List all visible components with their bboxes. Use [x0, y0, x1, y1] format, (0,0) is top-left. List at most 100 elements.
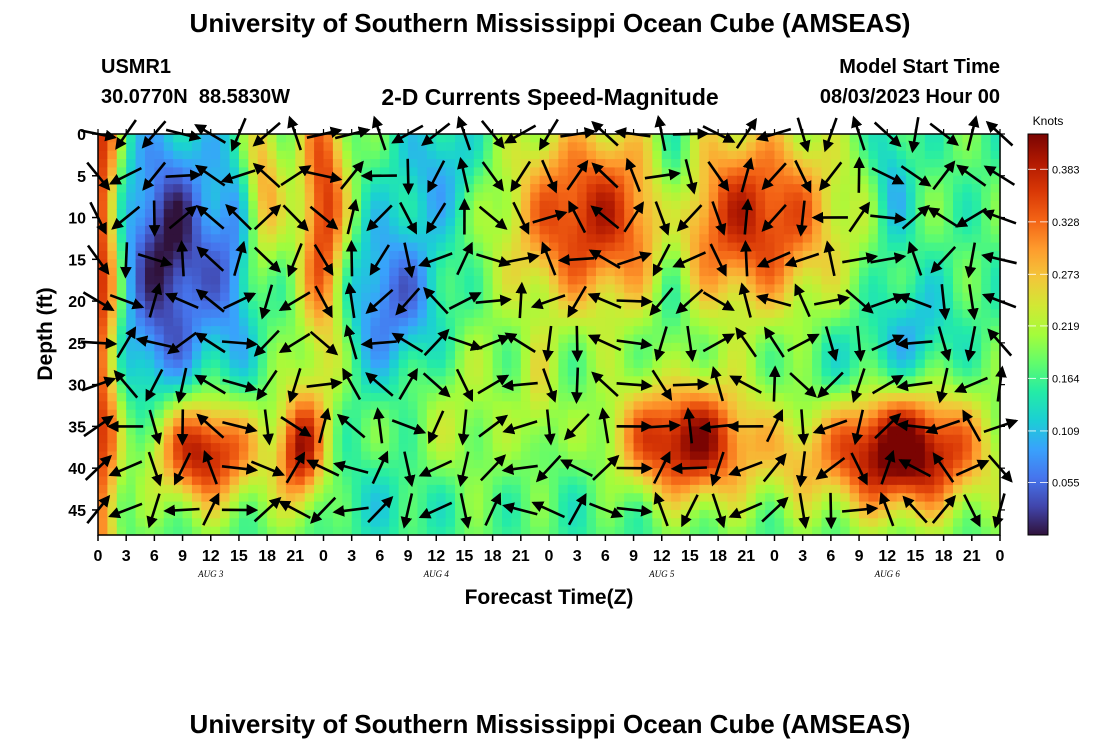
heatmap-cell — [361, 217, 372, 227]
heatmap-cell — [586, 501, 597, 511]
heatmap-cell — [642, 175, 653, 185]
heatmap-cell — [520, 359, 531, 369]
heatmap-cell — [520, 142, 531, 152]
heatmap-cell — [389, 342, 400, 352]
heatmap-cell — [614, 317, 625, 327]
current-vector — [566, 159, 589, 191]
heatmap-cell — [351, 234, 362, 244]
heatmap-cell — [906, 367, 917, 377]
heatmap-cell — [746, 326, 757, 336]
current-vector — [824, 326, 839, 362]
heatmap-cell — [586, 134, 597, 143]
heatmap-cell — [126, 459, 137, 469]
y-tick-label: 40 — [68, 461, 86, 478]
heatmap-cell — [990, 376, 1001, 386]
heatmap-cell — [633, 225, 644, 235]
heatmap-cell — [755, 267, 766, 277]
heatmap-cell — [595, 184, 606, 194]
heatmap-cell — [295, 209, 306, 219]
current-vector — [761, 204, 787, 232]
heatmap-cell — [539, 509, 550, 519]
heatmap-cell — [473, 242, 484, 252]
current-vector — [221, 337, 259, 350]
heatmap-cell — [971, 200, 982, 210]
heatmap-cell — [830, 134, 841, 143]
heatmap-cell — [530, 259, 541, 269]
heatmap-cell — [220, 242, 231, 252]
heatmap-cell — [962, 225, 973, 235]
heatmap-cell — [746, 267, 757, 277]
heatmap-cell — [558, 401, 569, 411]
heatmap-cell — [671, 409, 682, 419]
heatmap-cell — [595, 342, 606, 352]
heatmap-cell — [182, 367, 193, 377]
heatmap-cell — [126, 451, 137, 461]
heatmap-cell — [163, 334, 174, 344]
current-vector — [278, 332, 311, 354]
heatmap-cell — [614, 159, 625, 169]
heatmap-cell — [567, 443, 578, 453]
heatmap-cell — [445, 317, 456, 327]
current-vector — [954, 376, 989, 393]
heatmap-cell — [774, 142, 785, 152]
heatmap-cell — [614, 134, 625, 143]
heatmap-cell — [370, 192, 381, 202]
current-vector — [475, 294, 512, 307]
heatmap-cell — [398, 259, 409, 269]
heatmap-cell — [520, 484, 531, 494]
heatmap-cell — [614, 501, 625, 511]
heatmap-cell — [746, 292, 757, 302]
heatmap-cell — [746, 134, 757, 143]
heatmap-cell — [107, 359, 118, 369]
current-vector — [194, 164, 226, 187]
heatmap-cell — [379, 259, 390, 269]
heatmap-cell — [520, 426, 531, 436]
heatmap-cell — [652, 367, 663, 377]
heatmap-cell — [229, 167, 240, 177]
heatmap-cell — [840, 267, 851, 277]
heatmap-cell — [624, 443, 635, 453]
heatmap-cell — [154, 134, 165, 143]
heatmap-cell — [812, 150, 823, 160]
heatmap-cell — [370, 434, 381, 444]
heatmap-cell — [107, 309, 118, 319]
heatmap-cell — [549, 259, 559, 269]
heatmap-cell — [558, 284, 569, 294]
heatmap-cell — [163, 209, 174, 219]
heatmap-cell — [671, 501, 682, 511]
heatmap-cell — [887, 509, 898, 519]
heatmap-cell — [981, 334, 992, 344]
heatmap-cell — [830, 200, 841, 210]
heatmap-cell — [116, 401, 127, 411]
heatmap-cell — [953, 267, 964, 277]
heatmap-cell — [821, 301, 832, 311]
heatmap-cell — [220, 392, 231, 402]
heatmap-cell — [962, 376, 973, 386]
heatmap-cell — [708, 309, 719, 319]
heatmap-cell — [821, 359, 832, 369]
heatmap-cell — [840, 384, 851, 394]
heatmap-cell — [906, 392, 917, 402]
heatmap-cell — [248, 484, 259, 494]
current-vector — [740, 157, 754, 193]
heatmap-cell — [549, 159, 559, 169]
heatmap-cell — [840, 409, 851, 419]
heatmap-cell — [971, 142, 982, 152]
current-vector — [616, 251, 652, 266]
heatmap-cell — [718, 376, 729, 386]
heatmap-cell — [220, 484, 231, 494]
heatmap-cell — [332, 225, 343, 235]
heatmap-cell — [154, 267, 165, 277]
heatmap-cell — [163, 351, 174, 361]
heatmap-cell — [257, 409, 268, 419]
heatmap-cell — [906, 418, 917, 427]
current-vector — [262, 409, 274, 446]
heatmap-cell — [962, 150, 973, 160]
heatmap-cell — [229, 409, 240, 419]
heatmap-cell — [774, 276, 785, 285]
heatmap-cell — [257, 476, 268, 486]
heatmap-cell — [502, 242, 513, 252]
heatmap-cell — [943, 459, 954, 469]
heatmap-cell — [436, 134, 447, 143]
heatmap-cell — [492, 209, 503, 219]
